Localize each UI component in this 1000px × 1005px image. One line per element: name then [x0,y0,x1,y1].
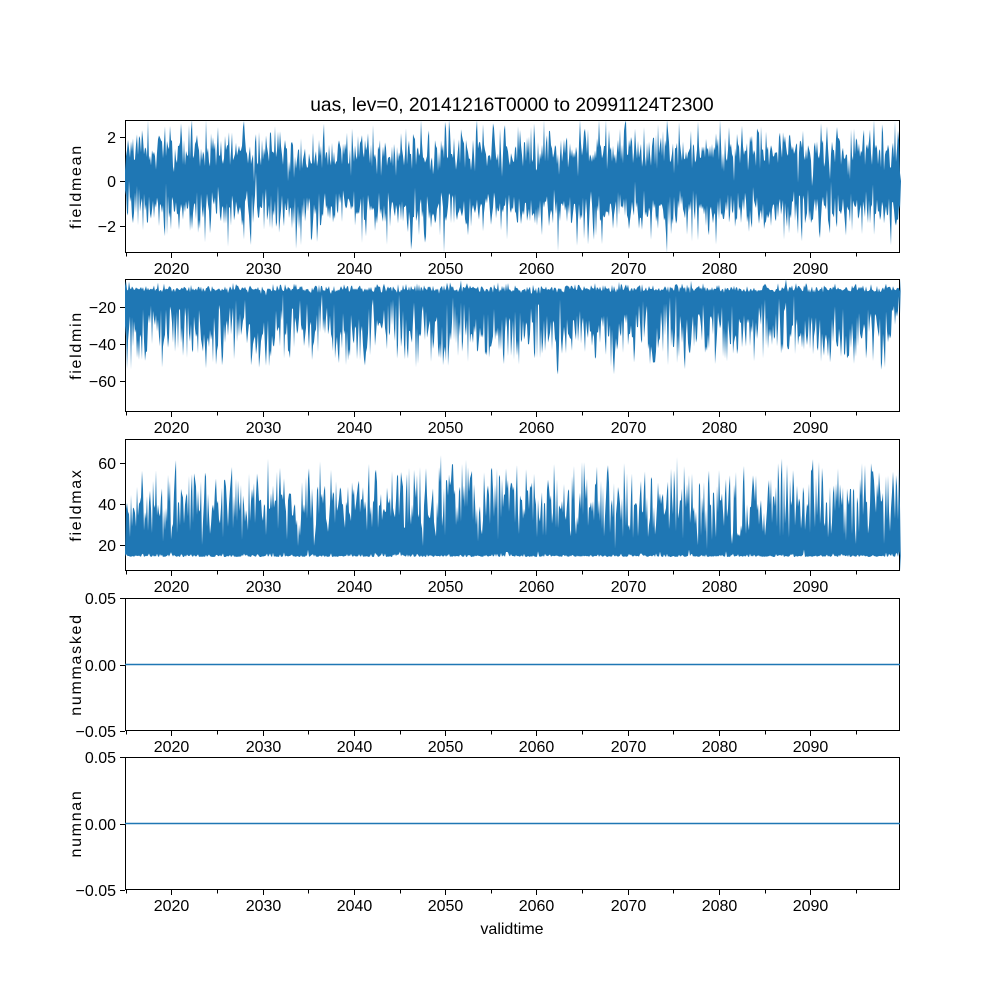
svg-text:2030: 2030 [246,739,282,756]
svg-text:2090: 2090 [793,261,829,278]
svg-text:2090: 2090 [793,420,829,437]
svg-text:2050: 2050 [428,420,464,437]
svg-text:2050: 2050 [428,261,464,278]
svg-text:2080: 2080 [702,261,738,278]
svg-text:2070: 2070 [611,420,647,437]
svg-text:fieldmin: fieldmin [68,311,85,380]
svg-text:2030: 2030 [246,261,282,278]
svg-text:2050: 2050 [428,739,464,756]
svg-text:2050: 2050 [428,579,464,596]
svg-text:2040: 2040 [337,420,373,437]
svg-text:2030: 2030 [246,579,282,596]
svg-text:−0.05: −0.05 [76,724,117,741]
svg-text:2060: 2060 [519,579,555,596]
svg-text:2020: 2020 [154,579,190,596]
svg-text:0: 0 [107,174,116,191]
svg-text:−0.05: −0.05 [76,883,117,900]
svg-text:2080: 2080 [702,420,738,437]
svg-text:2080: 2080 [702,739,738,756]
svg-text:2040: 2040 [337,261,373,278]
svg-text:2090: 2090 [793,579,829,596]
svg-text:2020: 2020 [154,420,190,437]
svg-text:2050: 2050 [428,898,464,915]
svg-text:validtime: validtime [480,921,543,938]
svg-text:20: 20 [98,538,116,555]
svg-text:2020: 2020 [154,898,190,915]
svg-text:2030: 2030 [246,898,282,915]
svg-text:2060: 2060 [519,261,555,278]
svg-text:0.00: 0.00 [85,817,116,834]
svg-text:2060: 2060 [519,898,555,915]
svg-text:2060: 2060 [519,420,555,437]
svg-text:60: 60 [98,456,116,473]
svg-text:numnan: numnan [68,789,85,857]
svg-text:2080: 2080 [702,898,738,915]
svg-text:2040: 2040 [337,579,373,596]
svg-text:2080: 2080 [702,579,738,596]
svg-text:2020: 2020 [154,261,190,278]
svg-text:2030: 2030 [246,420,282,437]
svg-text:2: 2 [107,130,116,147]
svg-text:2070: 2070 [611,739,647,756]
svg-text:2020: 2020 [154,739,190,756]
svg-text:−20: −20 [89,300,116,317]
svg-text:2070: 2070 [611,898,647,915]
svg-text:0.05: 0.05 [85,591,116,608]
svg-text:nummasked: nummasked [68,613,85,715]
svg-text:fieldmax: fieldmax [68,468,85,541]
svg-text:−2: −2 [98,219,116,236]
svg-text:2070: 2070 [611,261,647,278]
svg-text:−60: −60 [89,374,116,391]
svg-text:2090: 2090 [793,739,829,756]
svg-text:40: 40 [98,497,116,514]
svg-text:2040: 2040 [337,739,373,756]
svg-text:uas, lev=0, 20141216T0000 to 2: uas, lev=0, 20141216T0000 to 20991124T23… [310,95,713,116]
svg-text:2060: 2060 [519,739,555,756]
svg-text:2090: 2090 [793,898,829,915]
svg-text:fieldmean: fieldmean [68,144,85,229]
svg-text:0.00: 0.00 [85,658,116,675]
svg-text:−40: −40 [89,337,116,354]
svg-text:0.05: 0.05 [85,750,116,767]
svg-text:2040: 2040 [337,898,373,915]
svg-text:2070: 2070 [611,579,647,596]
